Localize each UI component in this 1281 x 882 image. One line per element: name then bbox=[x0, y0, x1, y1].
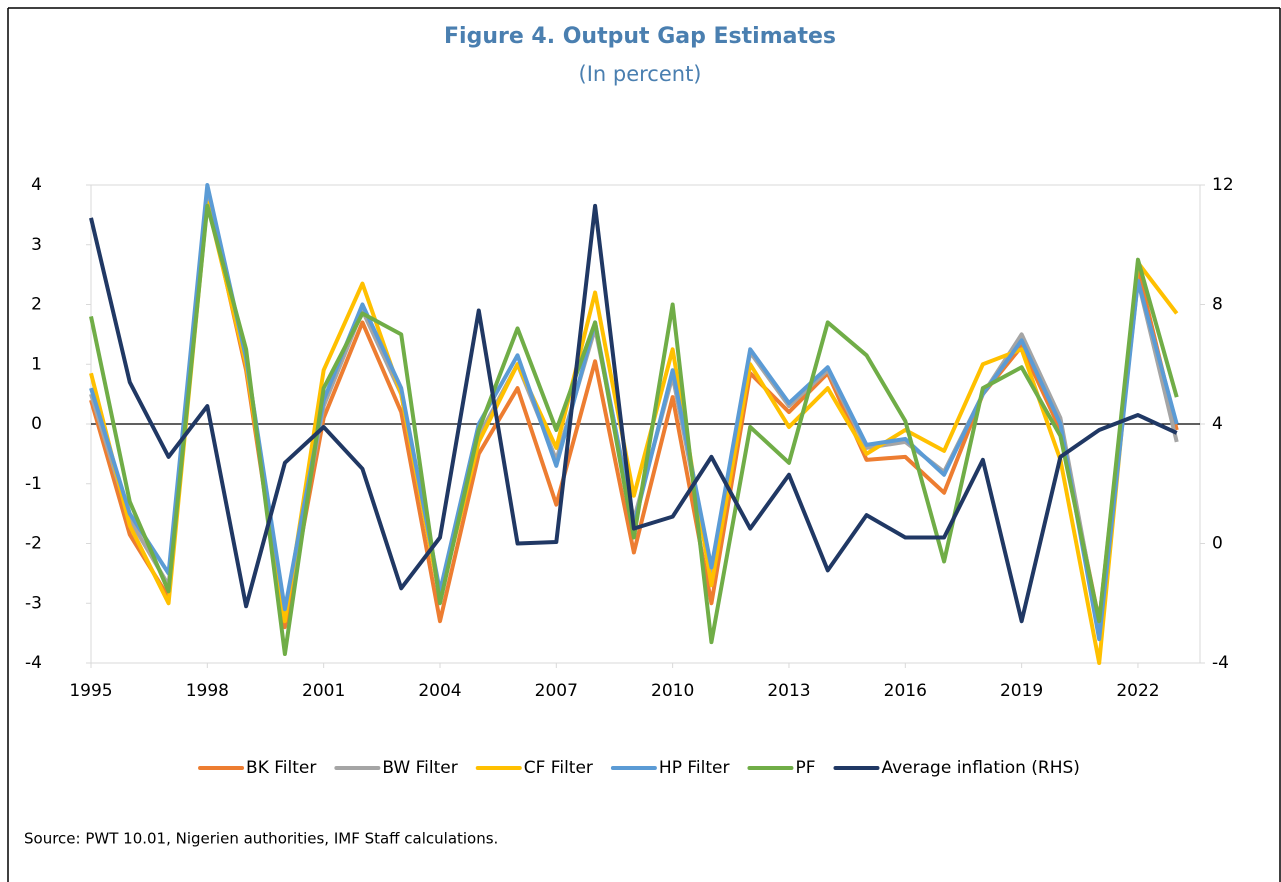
y2-tick-label: 4 bbox=[1212, 414, 1223, 434]
legend-label: HP Filter bbox=[659, 758, 730, 778]
legend-label: PF bbox=[795, 758, 815, 778]
chart-title: Figure 4. Output Gap Estimates bbox=[444, 24, 836, 49]
y-tick-label: 2 bbox=[31, 295, 42, 315]
y2-tick-label: 12 bbox=[1212, 175, 1234, 195]
legend-label: BK Filter bbox=[246, 758, 316, 778]
y-tick-label: -1 bbox=[25, 474, 42, 494]
y-tick-label: 1 bbox=[31, 354, 42, 374]
x-tick-label: 1998 bbox=[186, 681, 229, 701]
y2-tick-label: -4 bbox=[1212, 653, 1229, 673]
y-tick-label: -3 bbox=[25, 593, 42, 613]
legend-label: Average inflation (RHS) bbox=[881, 758, 1079, 778]
chart-subtitle: (In percent) bbox=[579, 62, 702, 86]
x-tick-label: 2022 bbox=[1116, 681, 1159, 701]
y-tick-label: 3 bbox=[31, 235, 42, 255]
legend-label: BW Filter bbox=[382, 758, 457, 778]
x-tick-label: 1995 bbox=[69, 681, 112, 701]
x-tick-label: 2001 bbox=[302, 681, 345, 701]
y-tick-label: -2 bbox=[25, 534, 42, 554]
x-tick-label: 2016 bbox=[884, 681, 927, 701]
y2-tick-label: 8 bbox=[1212, 295, 1223, 315]
y2-tick-label: 0 bbox=[1212, 534, 1223, 554]
x-tick-label: 2013 bbox=[767, 681, 810, 701]
source-note: Source: PWT 10.01, Nigerien authorities,… bbox=[24, 830, 498, 848]
y-tick-label: 4 bbox=[31, 175, 42, 195]
y-tick-label: -4 bbox=[25, 653, 42, 673]
x-tick-label: 2010 bbox=[651, 681, 694, 701]
legend-label: CF Filter bbox=[524, 758, 593, 778]
series-line bbox=[89, 203, 1179, 657]
x-tick-label: 2004 bbox=[418, 681, 461, 701]
series-line bbox=[89, 203, 1178, 624]
x-tick-label: 2019 bbox=[1000, 681, 1043, 701]
x-tick-label: 2007 bbox=[535, 681, 578, 701]
y-tick-label: 0 bbox=[31, 414, 42, 434]
